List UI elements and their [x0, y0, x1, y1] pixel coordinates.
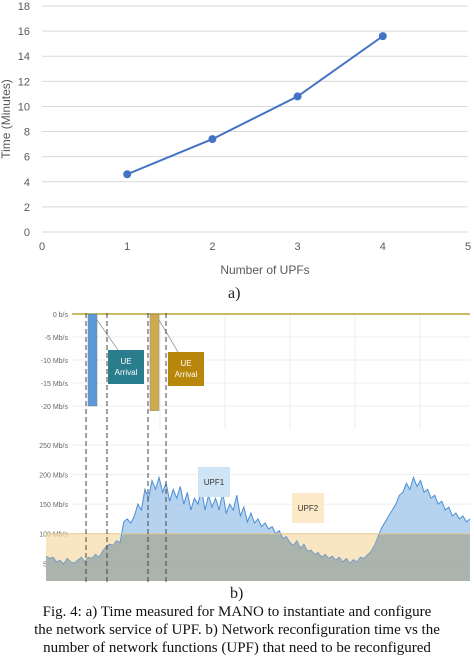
caption-line-3: number of network functions (UPF) that n… — [43, 640, 431, 656]
annotation-leader — [96, 319, 119, 351]
data-point — [293, 92, 302, 101]
y-tick-label: 2 — [24, 202, 30, 214]
annotation-text: UE — [120, 357, 131, 366]
y-tick-label: 14 — [18, 51, 30, 63]
ue-arrival-bar — [149, 313, 160, 411]
data-point — [123, 170, 132, 179]
subfigure-label-b: b) — [230, 585, 244, 602]
subfigure-label-a: a) — [228, 285, 241, 302]
caption-line-1: Fig. 4: a) Time measured for MANO to ins… — [42, 604, 432, 620]
y-tick-label: 4 — [24, 177, 30, 189]
y-tick-label: 6 — [24, 152, 30, 164]
x-axis-label: Number of UPFs — [220, 263, 309, 277]
top-y-tick-label: -15 Mb/s — [41, 381, 69, 388]
top-y-tick-label: 0 b/s — [53, 312, 69, 319]
top-y-tick-label: -5 Mb/s — [45, 335, 69, 342]
chart-b-network-traffic: 0 b/s -5 Mb/s -10 Mb/s -15 Mb/s -20 Mb/s UE Ar… — [39, 305, 471, 585]
series-label-box — [198, 467, 230, 497]
annotation-text: UE — [180, 359, 191, 368]
annotation-text: Arrival — [115, 368, 138, 377]
series-label-box — [292, 493, 324, 523]
figure-caption: Fig. 4: a) Time measured for MANO to ins… — [0, 603, 474, 657]
y-tick-label: 12 — [18, 76, 30, 88]
top-y-tick-label: -10 Mb/s — [41, 358, 69, 365]
y-tick-label: 10 — [18, 101, 30, 113]
data-point — [208, 135, 217, 144]
bottom-y-tick-label: 150 Mb/s — [39, 502, 68, 509]
y-axis-label: Time (Minutes) — [0, 79, 13, 159]
top-y-tick-label: -20 Mb/s — [41, 404, 69, 411]
x-tick-label: 0 — [39, 241, 45, 253]
x-tick-label: 3 — [295, 241, 301, 253]
bottom-y-tick-label: 250 Mb/s — [39, 443, 68, 450]
y-tick-label: 0 — [24, 227, 30, 239]
annotation-text: Arrival — [175, 370, 198, 379]
y-tick-label: 18 — [18, 1, 30, 13]
bottom-y-tick-label: 200 Mb/s — [39, 473, 68, 480]
overlap-area — [46, 533, 470, 581]
data-point — [378, 32, 387, 41]
x-tick-label: 5 — [465, 241, 471, 253]
x-tick-label: 2 — [209, 241, 215, 253]
annotation-box — [168, 352, 204, 386]
y-tick-label: 8 — [24, 127, 30, 139]
x-tick-label: 4 — [380, 241, 386, 253]
caption-line-2: the network service of UPF. b) Network r… — [34, 622, 440, 638]
series-label: UPF1 — [204, 478, 225, 487]
series-label: UPF2 — [298, 504, 319, 513]
annotation-box — [108, 350, 144, 384]
ue-arrival-bar — [87, 313, 98, 407]
y-tick-label: 16 — [18, 26, 30, 38]
annotation-leader — [158, 319, 179, 353]
series-line — [126, 35, 384, 176]
x-tick-label: 1 — [124, 241, 130, 253]
